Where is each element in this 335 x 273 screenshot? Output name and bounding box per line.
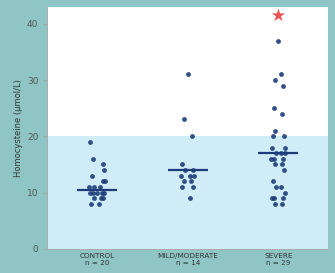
Point [280,196,285,200]
Point [189,179,194,183]
Point [99,191,104,195]
Point [280,84,285,88]
Point [268,157,274,161]
Point [185,72,190,77]
Point [181,117,187,122]
Point [96,202,102,206]
Point [89,174,94,178]
Point [97,185,103,189]
Point [188,174,193,178]
Point [272,162,277,167]
Bar [47,136,328,249]
Point [191,174,197,178]
Point [281,168,286,172]
Point [100,179,105,183]
Y-axis label: Homocysteine (μmol/L): Homocysteine (μmol/L) [14,79,23,177]
Point [279,202,284,206]
Point [270,179,275,183]
Point [278,185,284,189]
Point [86,185,92,189]
Point [87,191,92,195]
Point [90,191,95,195]
Point [190,134,195,138]
Point [103,179,108,183]
Point [98,196,104,200]
Point [281,134,286,138]
Point [282,191,287,195]
Point [283,151,288,155]
Point [273,185,278,189]
Point [271,196,276,200]
Point [272,129,277,133]
Point [280,157,285,161]
Point [279,162,284,167]
Point [87,140,92,144]
Point [187,196,192,200]
Point [101,196,106,200]
Point [181,179,187,183]
Point [180,162,185,167]
Point [270,134,275,138]
Point [91,196,96,200]
Point [269,196,275,200]
Point [276,38,281,43]
Point [179,174,184,178]
Point [271,106,276,110]
Point [92,185,97,189]
Point [102,191,107,195]
Point [276,13,281,17]
Point [278,72,284,77]
Point [279,112,284,116]
Point [278,151,284,155]
Point [191,185,196,189]
Point [191,168,196,172]
Point [272,78,277,82]
Point [271,157,276,161]
Point [94,191,100,195]
Point [182,168,188,172]
Point [101,162,106,167]
Point [88,202,93,206]
Point [102,168,107,172]
Point [273,151,278,155]
Point [90,157,95,161]
Point [282,146,287,150]
Point [269,146,275,150]
Point [272,202,277,206]
Point [180,185,185,189]
